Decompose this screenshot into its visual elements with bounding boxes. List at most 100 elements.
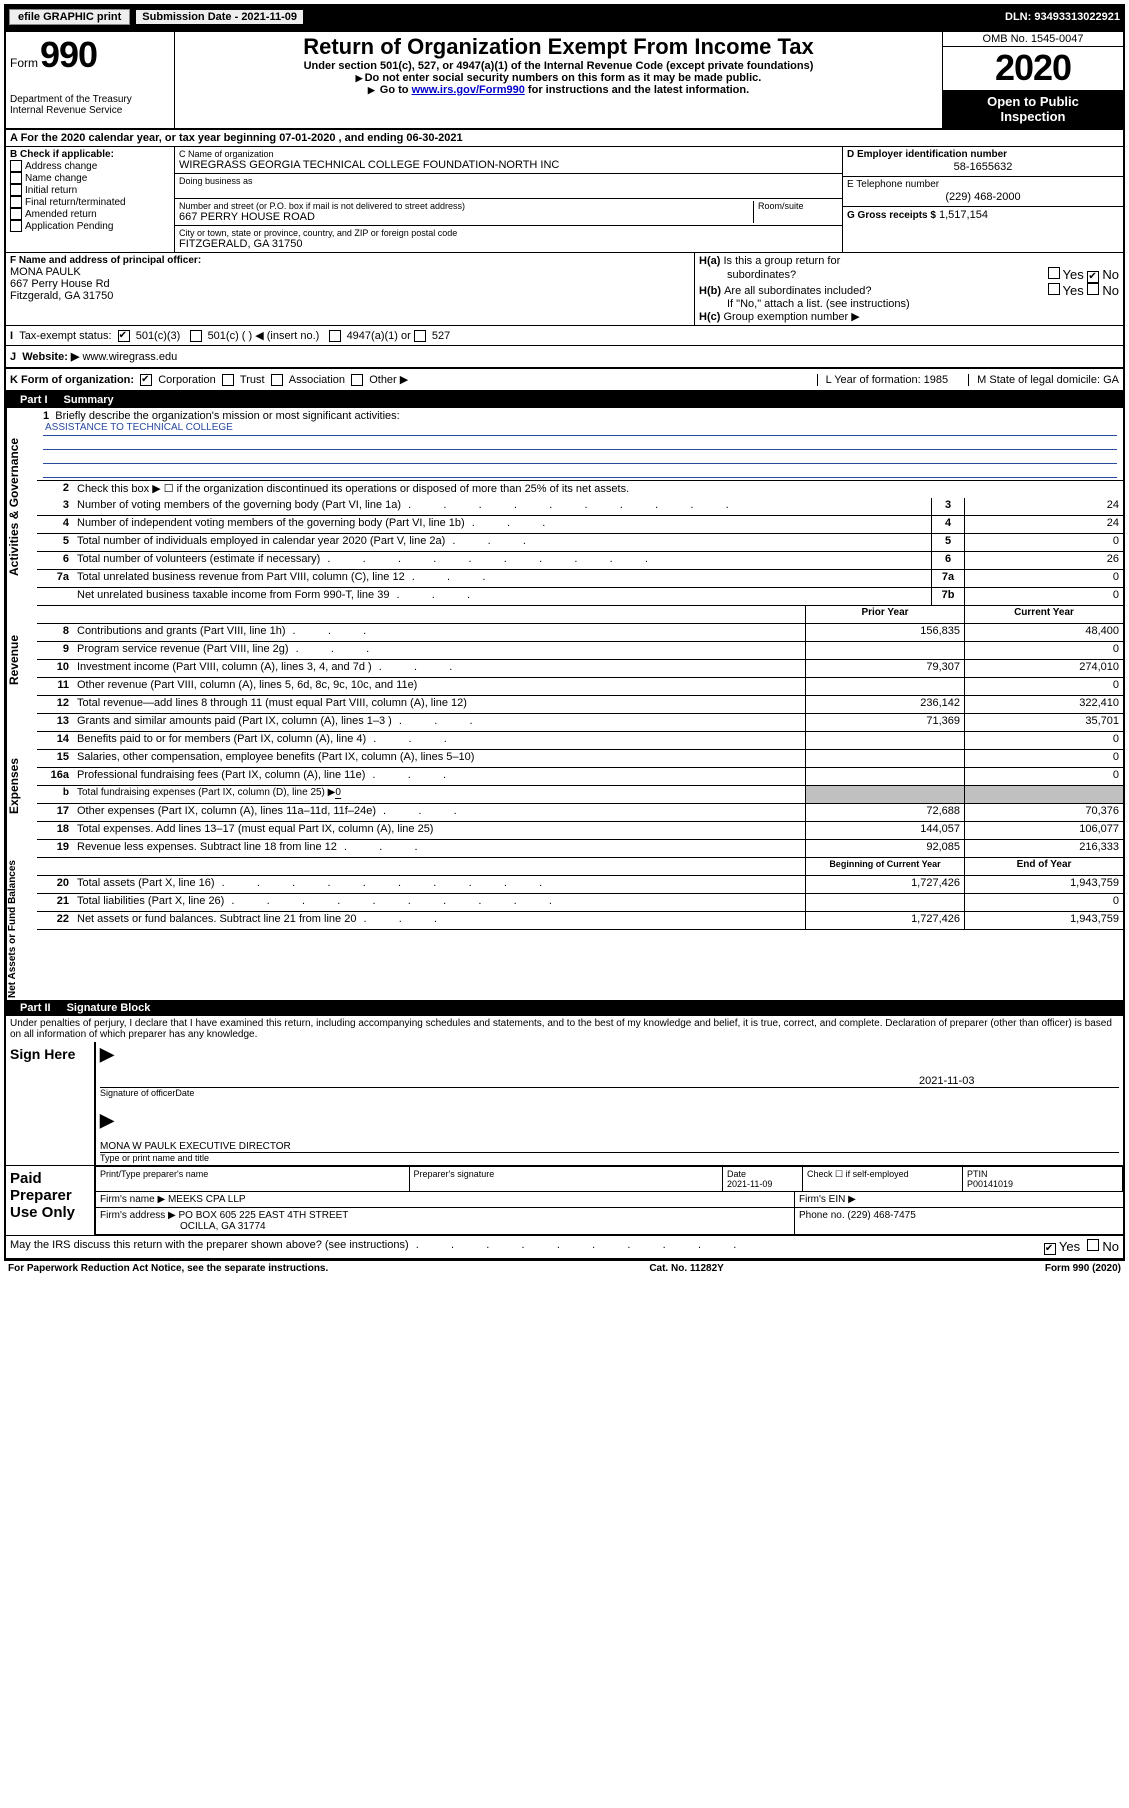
part1-label: Part I [12,394,56,406]
chk-527[interactable] [414,330,426,342]
l19: Revenue less expenses. Subtract line 18 … [73,840,805,857]
officer-name: MONA PAULK [10,266,690,278]
chk-trust[interactable] [222,374,234,386]
yes1: Yes [1063,267,1084,282]
omb-number: OMB No. 1545-0047 [943,32,1123,47]
check-self: Check ☐ if self-employed [803,1167,963,1192]
chk-501c[interactable] [190,330,202,342]
ein-label: D Employer identification number [847,149,1119,160]
l22: Net assets or fund balances. Subtract li… [73,912,805,929]
b-header: B Check if applicable: [10,149,170,160]
discuss-yes[interactable] [1044,1243,1056,1255]
discuss-no[interactable] [1087,1239,1099,1251]
chk-corp[interactable] [140,374,152,386]
l7b: Net unrelated business taxable income fr… [73,588,931,605]
tel-label: E Telephone number [847,179,1119,190]
part1-title: Summary [64,394,114,406]
r14p [805,732,964,749]
l7a: Total unrelated business revenue from Pa… [73,570,931,587]
r9c: 0 [964,642,1123,659]
section-bcd: B Check if applicable: Address change Na… [6,147,1123,253]
i-label: Tax-exempt status: [19,330,111,342]
chk-addr[interactable] [10,160,22,172]
l9: Program service revenue (Part VIII, line… [73,642,805,659]
instr2a: Go to [380,84,412,96]
no1: No [1102,267,1119,282]
addr-change: Address change [25,161,97,172]
l21: Total liabilities (Part X, line 26) [73,894,805,911]
street-label: Number and street (or P.O. box if mail i… [179,201,753,211]
form-title: Return of Organization Exempt From Incom… [181,34,936,60]
l10: Investment income (Part VIII, column (A)… [73,660,805,677]
firm-name-label: Firm's name ▶ [100,1194,165,1205]
r10c: 274,010 [964,660,1123,677]
final-return: Final return/terminated [25,197,126,208]
r20p: 1,727,426 [805,876,964,893]
hb-no[interactable] [1087,283,1099,295]
r16c: 0 [964,768,1123,785]
hb-yes[interactable] [1048,283,1060,295]
firm-addr-label: Firm's address ▶ [100,1210,176,1221]
chk-assoc[interactable] [271,374,283,386]
submission-date: Submission Date - 2021-11-09 [136,10,303,24]
l16a: Professional fundraising fees (Part IX, … [73,768,805,785]
city-label: City or town, state or province, country… [179,228,838,238]
open1: Open to Public [987,94,1079,109]
col-d: D Employer identification number 58-1655… [843,147,1123,252]
r10p: 79,307 [805,660,964,677]
r21p [805,894,964,911]
chk-other[interactable] [351,374,363,386]
vlabel-net: Net Assets or Fund Balances [6,858,37,1000]
chk-501c3[interactable] [118,330,130,342]
527: 527 [432,330,450,342]
chk-pending[interactable] [10,220,22,232]
yes3: Yes [1059,1239,1080,1254]
j-label: Website: ▶ [22,350,79,363]
v7a: 0 [964,570,1123,587]
irs-link[interactable]: www.irs.gov/Form990 [412,84,525,96]
r16p [805,768,964,785]
instr-link: Go to www.irs.gov/Form990 for instructio… [181,84,936,96]
l17: Other expenses (Part IX, column (A), lin… [73,804,805,821]
chk-amended[interactable] [10,208,22,220]
ptin-val: P00141019 [967,1179,1013,1189]
sign-here-label: Sign Here [6,1042,96,1165]
v6: 26 [964,552,1123,569]
governance-section: Activities & Governance 1 Briefly descri… [6,408,1123,606]
state-domicile: M State of legal domicile: GA [968,374,1119,386]
chk-4947[interactable] [329,330,341,342]
ha-yes[interactable] [1048,267,1060,279]
org-name: WIREGRASS GEORGIA TECHNICAL COLLEGE FOUN… [179,159,838,171]
part2-label: Part II [12,1002,59,1014]
chk-initial[interactable] [10,184,22,196]
r22p: 1,727,426 [805,912,964,929]
irs-label: Internal Revenue Service [10,105,170,116]
assoc: Association [289,374,345,386]
arrow-icon: ▶ [100,1044,114,1064]
officer-addr2: Fitzgerald, GA 31750 [10,290,690,302]
ha-no[interactable] [1087,271,1099,283]
cat-no: Cat. No. 11282Y [649,1263,723,1274]
open2: Inspection [1000,109,1065,124]
chk-name[interactable] [10,172,22,184]
gross-label: G Gross receipts $ [847,210,936,221]
l4: Number of independent voting members of … [73,516,931,533]
r9p [805,642,964,659]
shade1 [805,786,964,803]
r18c: 106,077 [964,822,1123,839]
vlabel-exp: Expenses [6,714,37,858]
l18: Total expenses. Add lines 13–17 (must eq… [73,822,805,839]
efile-button[interactable]: efile GRAPHIC print [9,9,130,25]
firm-addr2: OCILLA, GA 31774 [180,1221,266,1232]
footer: For Paperwork Reduction Act Notice, see … [4,1260,1125,1276]
col-c: C Name of organization WIREGRASS GEORGIA… [175,147,843,252]
r19p: 92,085 [805,840,964,857]
r13p: 71,369 [805,714,964,731]
preparer-label: Paid Preparer Use Only [6,1166,96,1235]
firm-ein: Firm's EIN ▶ [795,1192,1123,1207]
form-header: Form 990 Department of the Treasury Inte… [6,32,1123,130]
l5: Total number of individuals employed in … [73,534,931,551]
form-number: 990 [40,34,97,76]
chk-final[interactable] [10,196,22,208]
firm-addr: PO BOX 605 225 EAST 4TH STREET [179,1210,349,1221]
